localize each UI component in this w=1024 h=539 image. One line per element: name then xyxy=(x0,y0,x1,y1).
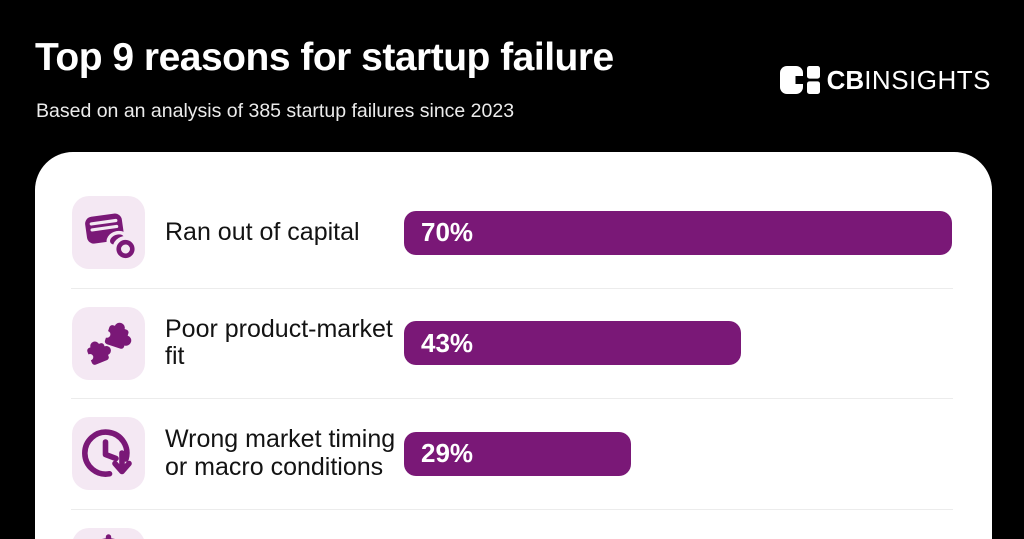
bars-list: Ran out of capital 70% Poor product-mark… xyxy=(71,178,953,539)
percent-value: 70% xyxy=(421,217,474,247)
bar-track: 43% xyxy=(404,321,953,365)
cbinsights-logo-icon xyxy=(779,66,820,94)
circle-outline-icon xyxy=(72,527,145,539)
cbinsights-logo-text: CB INSIGHTS xyxy=(827,65,991,95)
credit-card-coins-icon xyxy=(72,196,145,269)
logo-text-light: INSIGHTS xyxy=(864,65,991,95)
reasons-card: Ran out of capital 70% Poor product-mark… xyxy=(35,152,992,539)
percent-value: 43% xyxy=(421,327,474,358)
percent-bar: 29% xyxy=(404,431,631,476)
percent-bar: 43% xyxy=(404,321,741,365)
reason-label: Ran out of capital xyxy=(165,218,360,246)
bar-track: 70% xyxy=(404,210,953,255)
reason-label: Poor product-market fit xyxy=(165,314,393,371)
logo-text-bold: CB xyxy=(826,65,865,95)
puzzle-pieces-icon xyxy=(72,306,145,380)
reason-row: Unsustainable business model xyxy=(71,510,953,539)
percent-bar: 70% xyxy=(404,210,952,255)
reason-row: Poor product-market fit 43% xyxy=(71,289,953,399)
page-title: Top 9 reasons for startup failure xyxy=(35,36,614,79)
bar-track: 29% xyxy=(404,431,953,476)
reason-label: Wrong market timing or macro conditions xyxy=(165,425,396,481)
reason-row: Wrong market timing or macro conditions … xyxy=(71,399,953,510)
reason-label: Unsustainable business model xyxy=(165,510,415,539)
clock-arrow-down-icon xyxy=(72,417,145,490)
percent-value: 29% xyxy=(421,438,474,468)
page-subtitle: Based on an analysis of 385 startup fail… xyxy=(36,100,515,122)
reason-row: Ran out of capital 70% xyxy=(71,178,953,289)
cbinsights-logo: CB INSIGHTS xyxy=(779,62,991,98)
